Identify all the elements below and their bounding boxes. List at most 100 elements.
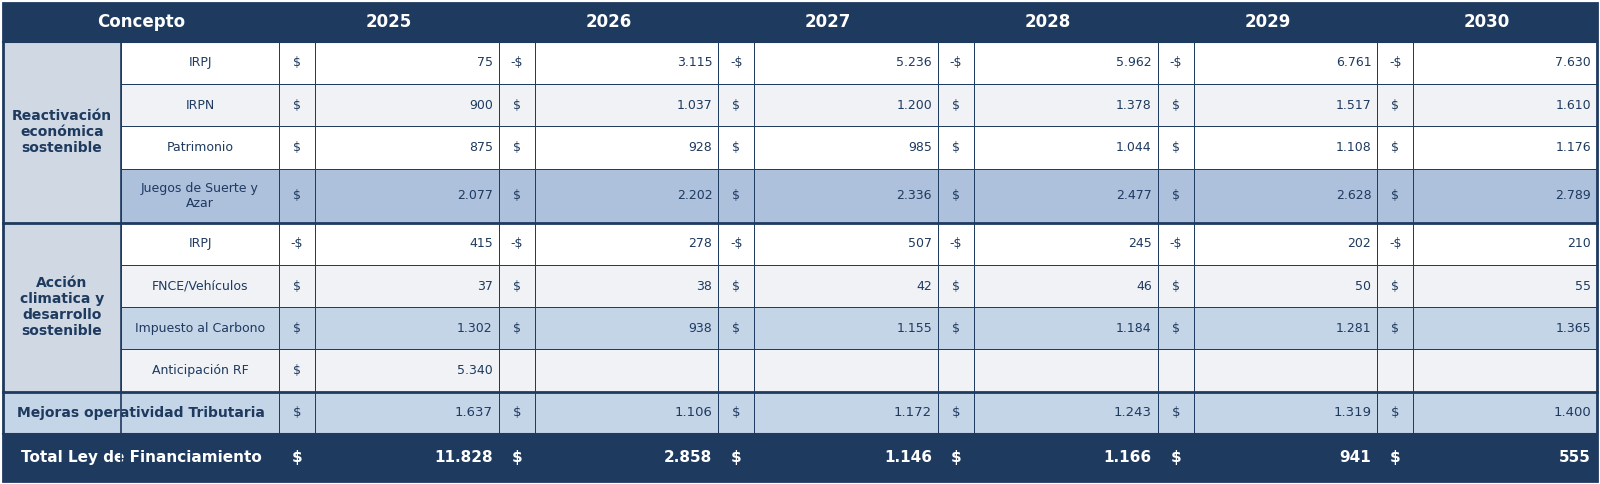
Text: -$: -$: [1389, 57, 1402, 69]
Bar: [534, 307, 718, 349]
Text: $: $: [512, 141, 520, 154]
Text: $: $: [512, 450, 522, 465]
Bar: [534, 126, 718, 168]
Bar: [718, 3, 938, 42]
Bar: [938, 3, 1158, 42]
Bar: [499, 392, 534, 434]
Text: $: $: [952, 280, 960, 292]
Bar: [534, 349, 718, 392]
Text: -$: -$: [950, 237, 962, 250]
Bar: [938, 349, 974, 392]
Text: FNCE/Vehículos: FNCE/Vehículos: [152, 280, 248, 292]
Text: Acción
climatica y
desarrollo
sostenible: Acción climatica y desarrollo sostenible: [19, 276, 104, 338]
Bar: [754, 349, 938, 392]
Bar: [499, 223, 534, 265]
Bar: [754, 307, 938, 349]
Bar: [122, 168, 278, 223]
Text: $: $: [1392, 322, 1400, 335]
Bar: [1378, 126, 1413, 168]
Bar: [499, 42, 534, 84]
Bar: [315, 307, 499, 349]
Text: $: $: [293, 57, 301, 69]
Bar: [718, 265, 754, 307]
Text: $: $: [1392, 99, 1400, 112]
Text: $: $: [1171, 189, 1179, 202]
Bar: [122, 84, 278, 126]
Bar: [1194, 434, 1378, 481]
Bar: [1194, 307, 1378, 349]
Bar: [499, 434, 534, 481]
Bar: [3, 3, 278, 42]
Bar: [718, 168, 754, 223]
Text: $: $: [731, 450, 742, 465]
Text: $: $: [733, 99, 741, 112]
Text: -$: -$: [291, 237, 304, 250]
Bar: [278, 265, 315, 307]
Bar: [974, 392, 1158, 434]
Text: 1.044: 1.044: [1117, 141, 1152, 154]
Text: 1.166: 1.166: [1104, 450, 1152, 465]
Text: 1.146: 1.146: [883, 450, 931, 465]
Bar: [278, 126, 315, 168]
Text: 985: 985: [909, 141, 931, 154]
Bar: [534, 84, 718, 126]
Bar: [718, 349, 754, 392]
Text: 2.628: 2.628: [1336, 189, 1371, 202]
Bar: [3, 434, 278, 481]
Bar: [938, 223, 974, 265]
Bar: [1158, 307, 1194, 349]
Bar: [718, 392, 754, 434]
Bar: [1378, 434, 1413, 481]
Text: 1.155: 1.155: [896, 322, 931, 335]
Text: $: $: [1171, 141, 1179, 154]
Bar: [1158, 392, 1194, 434]
Text: $: $: [512, 189, 520, 202]
Bar: [499, 3, 718, 42]
Text: $: $: [1171, 99, 1179, 112]
Text: $: $: [733, 280, 741, 292]
Bar: [499, 168, 534, 223]
Text: 1.400: 1.400: [1554, 407, 1590, 419]
Bar: [1378, 392, 1413, 434]
Text: 2027: 2027: [805, 14, 851, 31]
Bar: [499, 307, 534, 349]
Text: $: $: [733, 407, 741, 419]
Text: $: $: [293, 99, 301, 112]
Text: $: $: [733, 322, 741, 335]
Text: 2026: 2026: [586, 14, 632, 31]
Text: 2.202: 2.202: [677, 189, 712, 202]
Bar: [534, 434, 718, 481]
Bar: [754, 168, 938, 223]
Bar: [938, 265, 974, 307]
Text: $: $: [512, 280, 520, 292]
Text: $: $: [293, 407, 301, 419]
Text: 2.789: 2.789: [1555, 189, 1590, 202]
Text: 3.115: 3.115: [677, 57, 712, 69]
Bar: [938, 168, 974, 223]
Bar: [974, 307, 1158, 349]
Bar: [1194, 42, 1378, 84]
Text: $: $: [293, 280, 301, 292]
Text: $: $: [952, 99, 960, 112]
Text: 1.037: 1.037: [677, 99, 712, 112]
Text: 2.858: 2.858: [664, 450, 712, 465]
Bar: [718, 307, 754, 349]
Bar: [1378, 307, 1413, 349]
Bar: [754, 126, 938, 168]
Text: 2025: 2025: [366, 14, 411, 31]
Text: $: $: [1392, 189, 1400, 202]
Text: 1.108: 1.108: [1336, 141, 1371, 154]
Bar: [122, 223, 278, 265]
Text: 1.281: 1.281: [1336, 322, 1371, 335]
Text: Patrimonio: Patrimonio: [166, 141, 234, 154]
Text: 46: 46: [1136, 280, 1152, 292]
Bar: [1158, 3, 1378, 42]
Text: 507: 507: [907, 237, 931, 250]
Bar: [1194, 84, 1378, 126]
Text: $: $: [1170, 450, 1181, 465]
Text: 1.243: 1.243: [1114, 407, 1152, 419]
Text: $: $: [512, 407, 522, 419]
Text: $: $: [733, 141, 741, 154]
Bar: [718, 434, 754, 481]
Text: IRPN: IRPN: [186, 99, 214, 112]
